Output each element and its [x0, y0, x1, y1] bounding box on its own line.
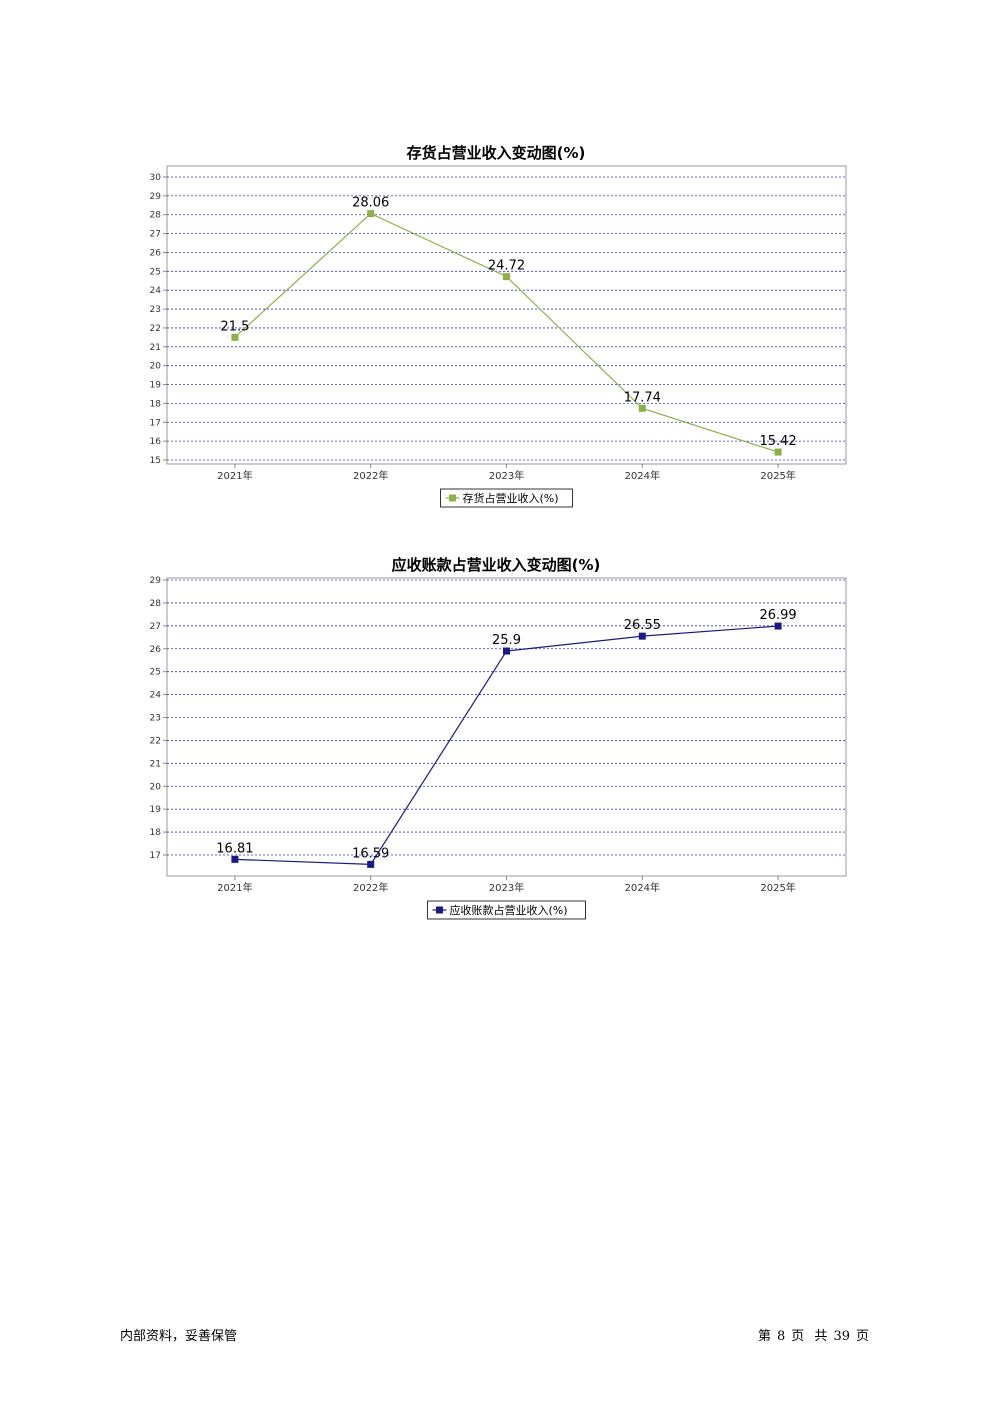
- x-tick-label: 2024年: [625, 881, 660, 894]
- y-tick-label: 22: [150, 324, 161, 334]
- y-tick-label: 28: [150, 599, 162, 609]
- legend-label: 应收账款占营业收入(%): [450, 903, 568, 917]
- page-label-suffix: 页: [791, 1329, 805, 1344]
- x-tick-label: 2024年: [625, 469, 660, 482]
- legend-marker: [436, 906, 443, 914]
- y-tick-label: 20: [150, 782, 162, 792]
- data-point: [774, 448, 782, 456]
- y-tick-label: 15: [150, 456, 161, 466]
- y-tick-label: 18: [150, 399, 162, 409]
- legend-box: [427, 900, 586, 920]
- data-label: 17.74: [624, 390, 661, 405]
- x-tick-label: 2023年: [489, 881, 524, 894]
- plot-area: [166, 577, 847, 877]
- chart-inventory-ratio: 存货占营业收入变动图(%) 30 29 28 27 26 25 24 23 22 21 20 19 18…: [0, 138, 992, 518]
- y-tick-label: 29: [150, 192, 162, 202]
- data-point: [231, 855, 239, 863]
- y-tick-label: 28: [150, 211, 162, 221]
- y-tick-label: 19: [150, 381, 162, 391]
- data-label: 26.99: [759, 608, 796, 623]
- y-tick-label: 21: [150, 759, 161, 769]
- chart-title: 存货占营业收入变动图(%): [406, 144, 586, 162]
- data-label: 26.55: [624, 618, 661, 633]
- page-label-prefix: 第: [757, 1329, 771, 1344]
- data-point: [367, 210, 375, 218]
- data-label: 16.81: [216, 841, 253, 856]
- y-tick-label: 30: [150, 173, 162, 183]
- data-point: [231, 333, 239, 341]
- chart-receivables-ratio: 应收账款占营业收入变动图(%) 29 28 27 26 25 24 23 22 21 20 19 18…: [0, 550, 992, 930]
- data-point: [638, 404, 646, 412]
- x-tick-label: 2021年: [217, 881, 252, 894]
- y-tick-label: 17: [150, 418, 161, 428]
- x-tick-label: 2022年: [353, 469, 388, 482]
- y-tick-label: 18: [150, 828, 162, 838]
- data-label: 16.59: [352, 846, 389, 861]
- y-tick-label: 24: [150, 286, 162, 296]
- y-tick-label: 16: [150, 437, 162, 447]
- y-tick-label: 24: [150, 691, 162, 701]
- data-label: 28.06: [352, 196, 389, 211]
- data-point: [367, 860, 375, 868]
- page-number: 8: [776, 1329, 786, 1344]
- y-tick-label: 17: [150, 851, 161, 861]
- total-label-prefix: 共: [814, 1329, 828, 1344]
- data-label: 15.42: [759, 434, 796, 449]
- footer-confidential-note: 内部资料，妥善保管: [120, 1329, 238, 1344]
- y-tick-label: 26: [150, 248, 162, 258]
- data-point: [503, 273, 510, 281]
- x-tick-label: 2022年: [353, 881, 388, 894]
- y-tick-label: 19: [150, 805, 162, 815]
- data-label: 24.72: [488, 259, 525, 274]
- data-label: 21.5: [220, 319, 249, 334]
- data-label: 25.9: [492, 633, 521, 648]
- x-tick-label: 2025年: [760, 469, 795, 482]
- y-tick-label: 27: [150, 622, 161, 632]
- y-tick-label: 20: [150, 362, 162, 372]
- y-tick-label: 25: [150, 267, 161, 277]
- data-point: [774, 622, 782, 630]
- y-tick-label: 22: [150, 736, 161, 746]
- chart-title: 应收账款占营业收入变动图(%): [391, 556, 601, 574]
- legend-marker: [449, 494, 456, 502]
- y-tick-label: 25: [150, 668, 161, 678]
- data-point: [638, 632, 646, 640]
- chart-inventory-ratio-svg: 30 29 28 27 26 25 24 23 22 21 20 19 18 17 16 15 2021年 202…: [150, 165, 847, 508]
- data-point: [503, 647, 510, 655]
- y-tick-label: 29: [150, 576, 162, 586]
- legend-label: 存货占营业收入(%): [463, 491, 559, 505]
- x-tick-label: 2023年: [489, 469, 524, 482]
- chart-receivables-ratio-svg: 29 28 27 26 25 24 23 22 21 20 19 18 17 2021年 2022年 2023…: [150, 576, 847, 920]
- total-label-suffix: 页: [855, 1329, 869, 1344]
- plot-area: [166, 165, 847, 465]
- y-tick-label: 23: [150, 714, 161, 724]
- legend-box: [440, 488, 573, 508]
- y-tick-label: 26: [150, 645, 162, 655]
- total-pages: 39: [833, 1329, 850, 1344]
- y-tick-label: 27: [150, 230, 161, 240]
- x-tick-label: 2025年: [760, 881, 795, 894]
- x-tick-label: 2021年: [217, 469, 252, 482]
- y-tick-label: 23: [150, 305, 161, 315]
- y-tick-label: 21: [150, 343, 161, 353]
